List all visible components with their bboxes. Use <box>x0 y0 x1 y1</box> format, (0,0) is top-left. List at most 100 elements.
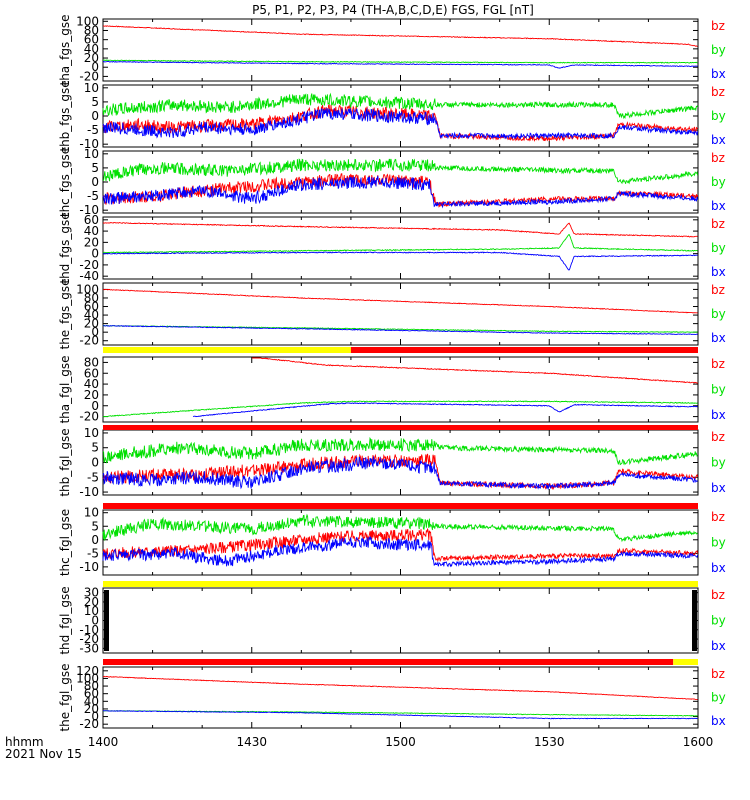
panel-frame <box>102 666 699 729</box>
legend-by: by <box>711 307 726 321</box>
series-line-by <box>102 325 698 333</box>
y-tick-label: 20 <box>84 388 99 402</box>
y-tick-label: 0 <box>91 456 99 470</box>
y-tick-label: 60 <box>84 687 99 701</box>
y-tick-label: 10 <box>84 426 99 440</box>
y-tick-label: 0 <box>91 60 99 74</box>
y-tick-label: -10 <box>79 203 99 217</box>
x-tick-label: 1600 <box>683 735 714 749</box>
y-tick-label: 20 <box>84 235 99 249</box>
panel-ylabel: thb_fgs_gse <box>58 80 72 151</box>
y-tick-label: 120 <box>76 664 99 678</box>
y-tick-label: 60 <box>84 300 99 314</box>
status-bar-segment <box>350 347 698 353</box>
series-line-by <box>102 59 698 64</box>
status-bar <box>103 581 698 587</box>
panel-ylabel: the_fgs_gse <box>58 278 72 349</box>
y-tick-label: -20 <box>79 410 99 424</box>
status-bar-segment <box>103 503 698 509</box>
y-tick-label: 100 <box>76 14 99 28</box>
status-bar-segment <box>103 425 698 430</box>
y-tick-label: -20 <box>79 717 99 731</box>
legend-bx: bx <box>711 714 726 728</box>
x-tick-label: 1530 <box>534 735 565 749</box>
series-line-bz <box>102 528 699 563</box>
y-tick-label: 0 <box>91 533 99 547</box>
panel-ylabel: thb_fgl_gse <box>58 428 72 496</box>
legend-by: by <box>711 691 726 705</box>
series-line-by <box>102 513 698 543</box>
y-tick-label: -10 <box>79 560 99 574</box>
y-tick-label: -20 <box>79 334 99 348</box>
legend-bz: bz <box>711 19 725 33</box>
series-line-bx <box>102 107 699 140</box>
status-bar-segment <box>103 347 351 353</box>
y-tick-label: 0 <box>91 109 99 123</box>
panel-ylabel: thc_fgl_gse <box>58 509 72 576</box>
x-tick-label: 1400 <box>88 735 119 749</box>
y-tick-label: -10 <box>79 485 99 499</box>
y-tick-label: 40 <box>84 42 99 56</box>
data-gap-marker <box>104 590 109 651</box>
legend-bx: bx <box>711 408 726 422</box>
chart-title: P5, P1, P2, P3, P4 (TH-A,B,C,D,E) FGS, F… <box>252 3 534 17</box>
panel-ylabel: the_fgl_gse <box>58 663 72 731</box>
y-tick-label: 0 <box>91 710 99 724</box>
legend-by: by <box>711 175 726 189</box>
series-line-bz <box>103 25 698 47</box>
y-tick-label: 40 <box>84 694 99 708</box>
series-line-bx <box>102 456 698 491</box>
y-tick-label: 0 <box>91 325 99 339</box>
y-tick-label: -20 <box>79 258 99 272</box>
y-tick-label: 100 <box>76 671 99 685</box>
series-line-bx <box>102 60 698 69</box>
series-line-by <box>102 400 698 418</box>
series-line-by <box>102 158 699 185</box>
data-gap-marker <box>692 590 697 651</box>
series-line-bz <box>102 221 698 238</box>
panel-frame <box>102 282 699 346</box>
y-tick-label: 60 <box>84 366 99 380</box>
y-tick-label: 5 <box>91 441 99 455</box>
y-tick-label: 10 <box>84 506 99 520</box>
panel-ylabel: thd_fgs_gse <box>58 212 72 283</box>
panel-frame <box>102 18 699 82</box>
y-tick-label: 80 <box>84 679 99 693</box>
y-tick-label: 80 <box>84 355 99 369</box>
legend-by: by <box>711 536 726 550</box>
legend-bx: bx <box>711 331 726 345</box>
legend-bx: bx <box>711 199 726 213</box>
series-line-bx <box>102 175 699 209</box>
series-line-bz <box>252 357 699 384</box>
series-line-bx <box>192 402 698 418</box>
status-bar-segment <box>103 581 698 587</box>
y-tick-label: -10 <box>79 137 99 151</box>
legend-bz: bz <box>711 510 725 524</box>
y-tick-label: -5 <box>87 123 99 137</box>
legend-bx: bx <box>711 561 726 575</box>
y-tick-label: 20 <box>84 702 99 716</box>
y-tick-label: -5 <box>87 470 99 484</box>
y-tick-label: 100 <box>76 282 99 296</box>
y-tick-label: 10 <box>84 604 99 618</box>
y-tick-label: 0 <box>91 175 99 189</box>
panel-frame <box>102 587 699 654</box>
status-bar <box>103 425 698 430</box>
y-tick-label: 5 <box>91 161 99 175</box>
legend-bz: bz <box>711 667 725 681</box>
legend-by: by <box>711 383 726 397</box>
series-line-bz <box>102 103 698 142</box>
series-line-bz <box>103 675 698 700</box>
legend-by: by <box>711 43 726 57</box>
legend-bx: bx <box>711 67 726 81</box>
y-tick-label: -5 <box>87 546 99 560</box>
series-line-by <box>102 436 698 466</box>
status-bar-segment <box>103 659 674 665</box>
